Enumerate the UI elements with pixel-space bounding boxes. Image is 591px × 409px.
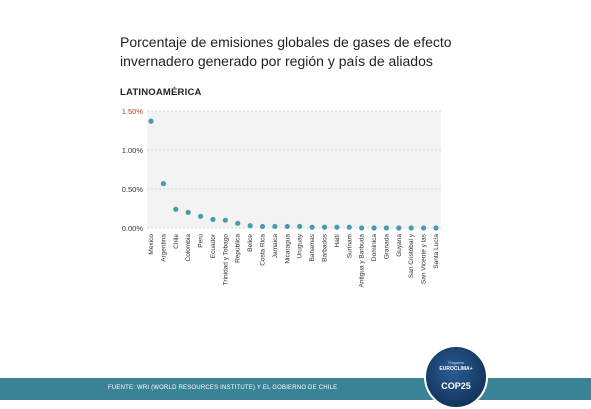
x-tick-label: Guyana	[396, 234, 403, 257]
x-tick-label: República	[235, 234, 242, 263]
x-tick-label: Trinidad y Tobago	[222, 234, 229, 286]
data-point	[359, 225, 365, 231]
x-tick-label: Nicaragua	[284, 234, 291, 264]
data-point	[396, 225, 402, 231]
data-point	[272, 223, 278, 230]
x-tick-label: Chile	[173, 234, 180, 249]
x-tick-label: Perú	[198, 234, 205, 248]
data-point	[247, 223, 253, 229]
x-tick-label: Santa Lucía	[433, 234, 440, 269]
data-point	[334, 224, 340, 230]
data-point	[235, 220, 241, 226]
y-tick-label: 0.50%	[122, 185, 144, 194]
data-point	[433, 225, 439, 231]
source-note: FUENTE: WRI (WORLD RESOURCES INSTITUTE) …	[108, 385, 337, 391]
data-point	[284, 223, 290, 230]
y-tick-label: 1.50%	[122, 107, 144, 116]
data-point	[148, 118, 154, 124]
x-tick-label: Mexico	[148, 234, 155, 255]
y-tick-label: 0.00%	[122, 224, 144, 233]
source-prefix: FUENTE:	[108, 385, 136, 391]
data-point	[421, 225, 427, 231]
y-tick-label: 1.00%	[122, 146, 144, 155]
data-point	[346, 224, 352, 230]
data-point	[383, 225, 390, 231]
data-point	[222, 217, 228, 223]
x-tick-label: Jamaica	[272, 234, 279, 259]
plot-background	[147, 111, 441, 228]
badge-line1: Programa	[448, 361, 464, 365]
x-tick-label: Ecuador	[210, 233, 217, 258]
x-tick-label: Antigua y Barbuda	[359, 234, 366, 288]
data-point	[197, 213, 204, 219]
chart-title: Porcentaje de emisiones globales de gase…	[120, 34, 452, 69]
x-tick-label: Barbados	[321, 233, 328, 262]
x-tick-label: Uruguay	[297, 233, 304, 258]
x-tick-label: Costa Rica	[260, 234, 267, 266]
x-tick-label: Argentina	[160, 234, 167, 262]
data-point	[173, 206, 179, 212]
cop25-logo: Programa EUROCLIMA+ COP25	[424, 345, 488, 409]
data-point	[160, 180, 166, 187]
data-point	[309, 224, 315, 230]
region-label: LATINOAMÉRICA	[120, 87, 202, 98]
data-point	[371, 225, 377, 231]
x-tick-label: Dominica	[371, 234, 378, 261]
badge-main: COP25	[441, 381, 471, 391]
badge-line2: EUROCLIMA+	[439, 366, 473, 372]
x-tick-label: Granada	[383, 234, 390, 260]
chart-svg: 0.00% 0.50% 1.00% 1.50% Mexico Argentina Chile…	[122, 107, 441, 288]
data-point	[297, 223, 303, 230]
source-text: WRI (WORLD RESOURCES INSTITUTE) Y EL GOB…	[136, 385, 338, 391]
footer-bar: FUENTE: WRI (WORLD RESOURCES INSTITUTE) …	[0, 378, 591, 400]
data-point	[185, 209, 191, 215]
data-point	[259, 223, 266, 230]
x-tick-label: Belice	[247, 234, 254, 252]
x-tick-label: San Vicente y las	[421, 233, 428, 284]
x-tick-label: Haití	[334, 234, 341, 248]
data-point	[210, 216, 216, 223]
data-point	[408, 225, 414, 231]
data-point	[321, 224, 328, 230]
x-tick-label: Surinam	[346, 234, 353, 258]
x-tick-label: Bahamas	[309, 233, 316, 261]
x-tick-label: Colombia	[185, 234, 192, 262]
x-tick-label: San Cristóbal y	[408, 233, 415, 278]
